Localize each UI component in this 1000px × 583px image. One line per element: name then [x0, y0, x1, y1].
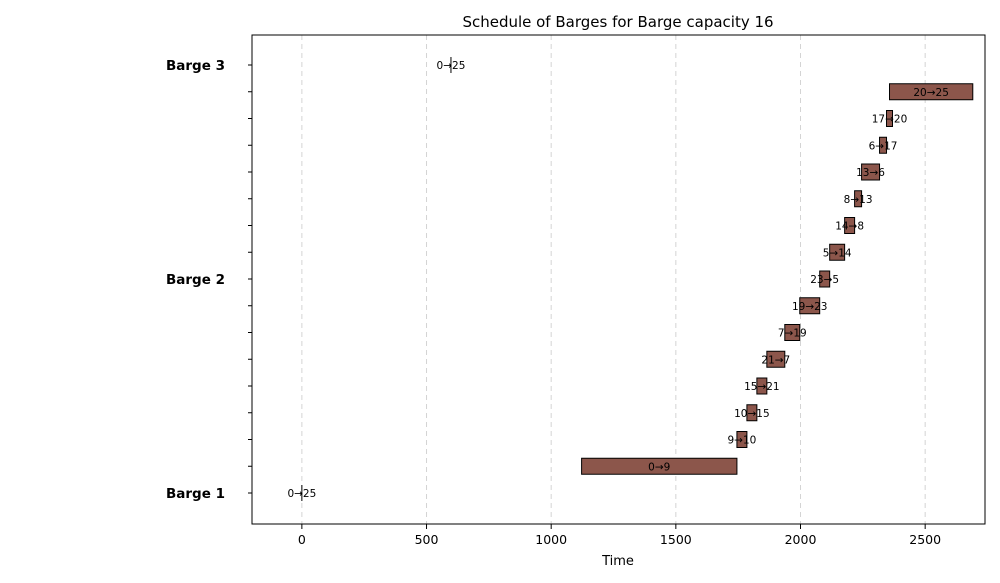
x-tick-label: 0	[298, 532, 306, 547]
task-bar	[799, 297, 821, 315]
x-tick-label: 2000	[785, 532, 817, 547]
barge-label: Barge 2	[166, 272, 225, 288]
task-label: 9→10	[727, 435, 756, 447]
task-bar	[886, 110, 894, 127]
task-label: 14→8	[835, 221, 864, 233]
task-label: 5→14	[823, 247, 852, 259]
task-label: 6→17	[869, 140, 898, 152]
task-label: 23→5	[810, 274, 839, 286]
task-bar	[861, 163, 881, 181]
barge-label: Barge 3	[166, 58, 225, 74]
task-bar	[581, 457, 738, 475]
task-label: 7→19	[778, 328, 807, 340]
task-label: 10→15	[734, 408, 770, 420]
chart-title: Schedule of Barges for Barge capacity 16	[462, 13, 773, 31]
plot-frame	[251, 34, 986, 525]
task-bar	[746, 404, 758, 422]
x-tick-label: 1500	[660, 532, 692, 547]
task-label: 20→25	[913, 87, 949, 99]
x-axis: 0 500 1000 1500 2000 2500	[298, 524, 941, 547]
task-label: 15→21	[744, 381, 780, 393]
x-tick-label: 500	[415, 532, 439, 547]
task-bar	[736, 431, 748, 448]
task-label: 17→20	[872, 114, 908, 126]
x-axis-label: Time	[601, 554, 634, 569]
task-bar	[784, 324, 801, 341]
task-label: 13→6	[856, 167, 885, 179]
y-axis: Barge 1 Barge 2 Barge 3	[166, 58, 252, 502]
task-label: 21→7	[761, 354, 790, 366]
task-label: 8→13	[844, 194, 873, 206]
task-label: 0→9	[648, 461, 670, 473]
task-bar	[819, 270, 831, 288]
task-bar	[844, 217, 856, 234]
x-tick-label: 2500	[909, 532, 941, 547]
task-bar	[854, 190, 863, 208]
barge-label: Barge 1	[166, 486, 225, 502]
task-label: 0→25	[437, 60, 466, 72]
task-bar	[829, 243, 846, 261]
grid-lines	[301, 35, 926, 524]
task-label: 19→23	[792, 301, 828, 313]
task-label: 0→25	[287, 488, 316, 500]
task-bar	[766, 350, 786, 368]
task-bar	[889, 83, 974, 101]
x-tick-label: 1000	[535, 532, 567, 547]
task-bars: 0→25 0→9 9→10 10→15 15→21 21→7 7→19 19→23 23→5 5→…	[287, 57, 974, 501]
task-bar	[879, 136, 888, 154]
task-bar	[756, 377, 768, 395]
